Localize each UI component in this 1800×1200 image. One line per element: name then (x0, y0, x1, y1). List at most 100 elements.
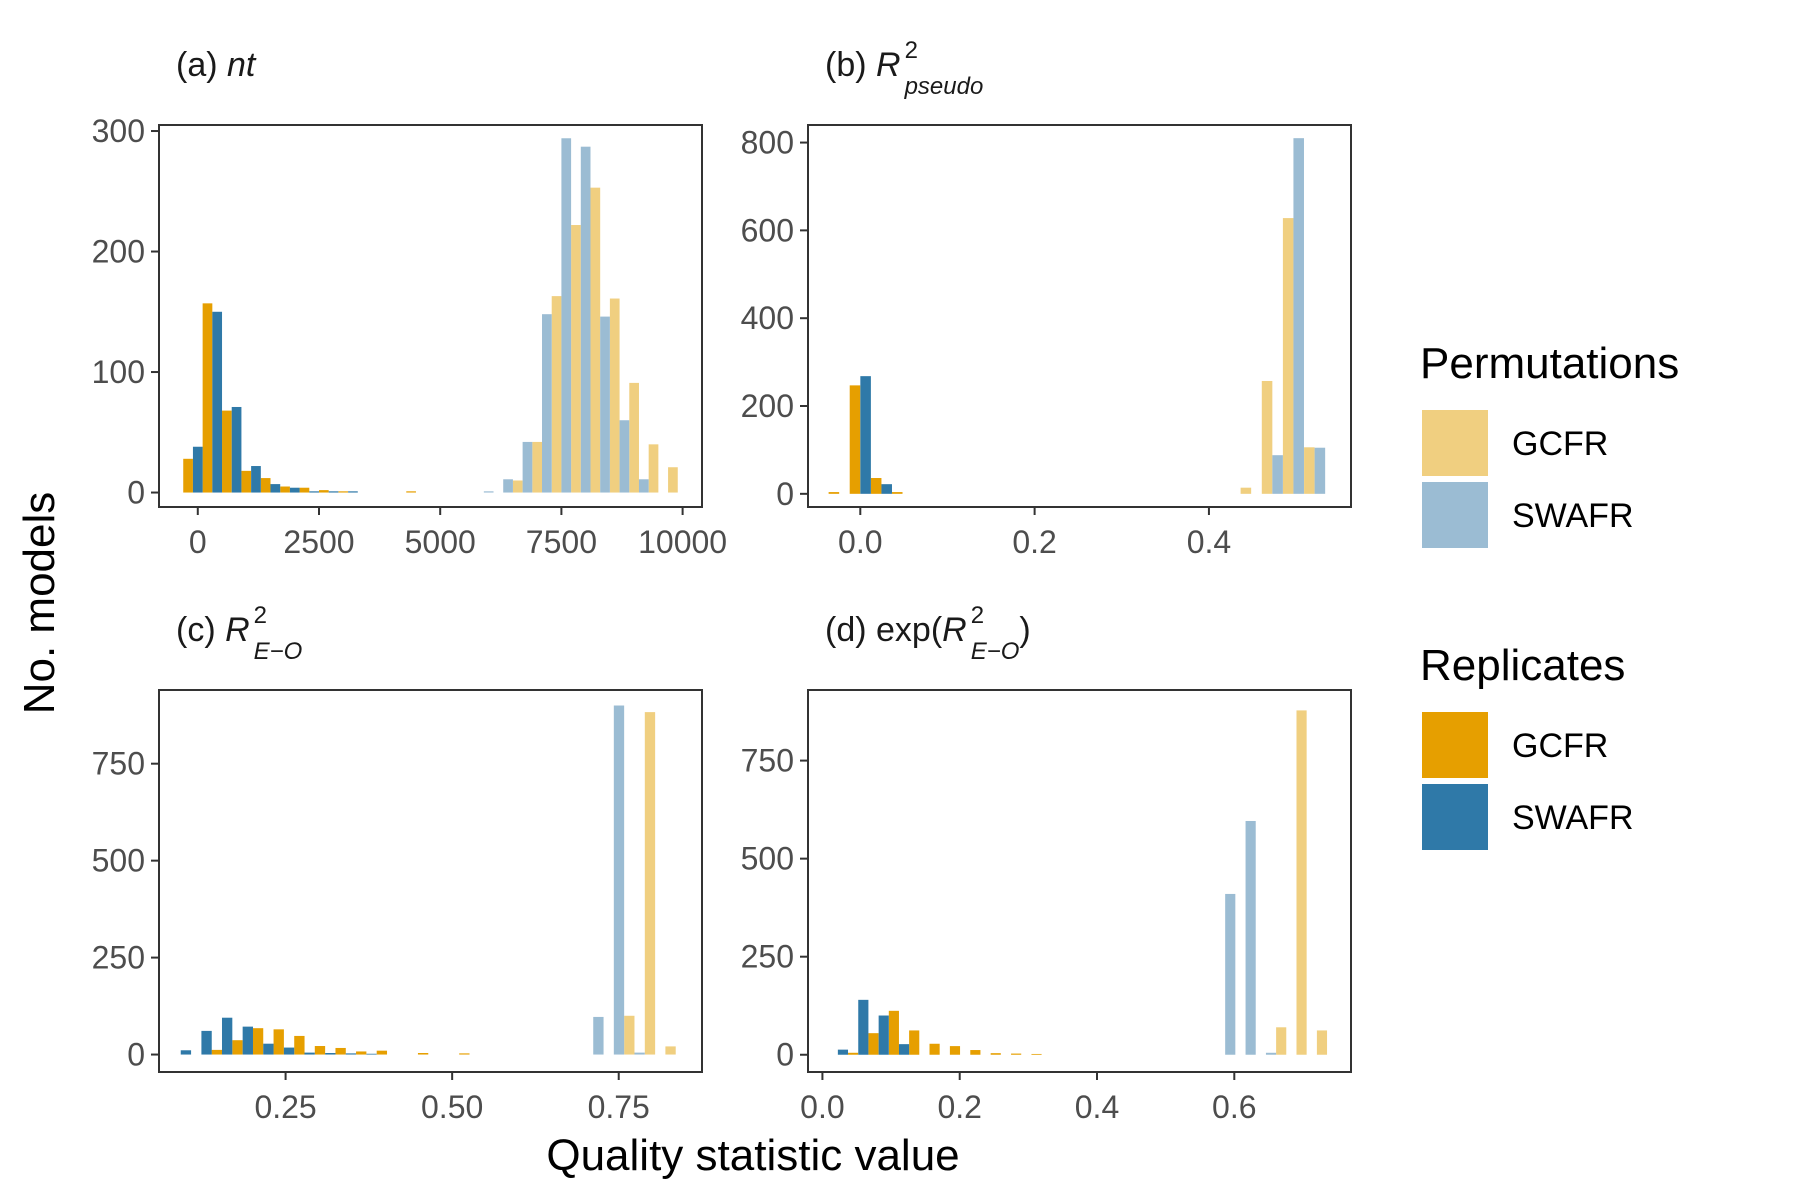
y-tick-label: 400 (741, 300, 794, 336)
bar-permutations-swafr (1293, 138, 1304, 494)
x-tick-label: 10000 (638, 524, 727, 560)
y-tick-label: 100 (92, 354, 145, 390)
x-tick-label: 0.6 (1212, 1089, 1256, 1125)
bar-replicates-gcfr (183, 458, 193, 493)
y-tick-label: 750 (92, 746, 145, 782)
x-tick-label: 0.50 (421, 1089, 483, 1125)
y-tick-label: 600 (741, 212, 794, 248)
bar-replicates-gcfr (891, 492, 903, 494)
x-tick-label: 0.4 (1075, 1089, 1119, 1125)
x-tick-label: 0.2 (937, 1089, 981, 1125)
bar-permutations-gcfr (665, 1046, 676, 1055)
x-tick-label: 0 (189, 524, 207, 560)
y-tick-label: 250 (92, 940, 145, 976)
bar-replicates-swafr (283, 1047, 295, 1055)
bar-replicates-swafr (251, 466, 261, 493)
bar-replicates-swafr (860, 376, 871, 494)
bar-replicates-gcfr (406, 491, 416, 493)
panel-c: 0 250 500 750 0.25 0.50 0.75 (c) R 2 E−O (92, 602, 703, 1125)
bar-replicates-swafr (345, 1053, 357, 1055)
bar-replicates-swafr (304, 1052, 315, 1055)
x-axis-title: Quality statistic value (546, 1131, 959, 1180)
bar-replicates-gcfr (356, 1051, 367, 1055)
bar-permutations-swafr (593, 1016, 604, 1055)
bar-replicates-gcfr (338, 491, 349, 493)
bar-permutations-swafr (1314, 447, 1326, 494)
legend-permutations: Permutations GCFR SWAFR (1420, 339, 1679, 548)
bar-replicates-gcfr (222, 410, 232, 493)
bar-permutations-swafr (1265, 1052, 1277, 1055)
bar-permutations-swafr (600, 316, 610, 493)
bar-permutations-gcfr (1316, 1030, 1328, 1055)
bar-permutations-swafr (561, 138, 572, 493)
bar-replicates-swafr (837, 1049, 849, 1055)
bar-replicates-gcfr (273, 1029, 284, 1055)
y-tick-label: 200 (741, 388, 794, 424)
bar-permutations-gcfr (629, 382, 639, 493)
bar-replicates-swafr (328, 491, 339, 493)
x-tick-label: 0.0 (800, 1089, 844, 1125)
panel-border (807, 689, 1352, 1073)
legend-permutations-swafr-swatch (1422, 482, 1488, 548)
bar-replicates-gcfr (260, 478, 271, 493)
panel-border (158, 124, 703, 508)
bar-replicates-swafr (263, 1043, 274, 1055)
y-tick-label: 500 (741, 841, 794, 877)
bar-replicates-swafr (242, 1026, 253, 1055)
bar-permutations-swafr (1272, 455, 1283, 494)
panel-a: 0 100 200 300 0 2500 5000 7500 10000 (a) nt (92, 46, 727, 560)
bar-permutations-gcfr (1296, 710, 1307, 1055)
y-tick-label: 200 (92, 234, 145, 270)
legend-permutations-gcfr-swatch (1422, 410, 1488, 476)
bar-replicates-gcfr (828, 492, 840, 494)
panel-title: (c) R 2 E−O (176, 602, 302, 665)
bar-replicates-gcfr (929, 1043, 940, 1055)
bar-permutations-gcfr (648, 444, 659, 493)
panel-title: (a) nt (176, 46, 257, 84)
y-tick-label: 0 (776, 476, 794, 512)
y-tick-label: 0 (776, 1037, 794, 1073)
bar-permutations-gcfr (668, 467, 678, 493)
bar-replicates-gcfr (314, 1046, 326, 1055)
bar-replicates-gcfr (294, 1035, 305, 1055)
legend-permutations-gcfr-label: GCFR (1512, 425, 1608, 463)
y-tick-label: 800 (741, 125, 794, 161)
y-tick-label: 0 (127, 475, 145, 511)
bar-replicates-gcfr (318, 490, 329, 493)
bar-replicates-swafr (212, 311, 223, 493)
bar-replicates-swafr (348, 491, 358, 493)
bar-replicates-gcfr (417, 1053, 429, 1055)
bar-replicates-swafr (221, 1017, 233, 1055)
bar-permutations-swafr (638, 479, 649, 493)
bar-permutations-swafr (613, 705, 625, 1055)
bar-permutations-gcfr (1261, 380, 1273, 494)
bar-permutations-swafr (522, 441, 533, 493)
panel-title: (b) R 2 pseudo (825, 37, 983, 100)
x-tick-label: 0.25 (254, 1089, 316, 1125)
bar-replicates-swafr (289, 487, 300, 493)
bar-permutations-gcfr (609, 298, 620, 493)
bar-replicates-swafr (858, 999, 869, 1055)
bar-permutations-swafr (1225, 893, 1236, 1055)
bar-permutations-gcfr (1304, 447, 1315, 494)
y-tick-label: 0 (127, 1037, 145, 1073)
bar-replicates-gcfr (299, 487, 310, 493)
bar-permutations-gcfr (624, 1015, 635, 1055)
panel-border (807, 124, 1352, 508)
y-tick-label: 250 (741, 939, 794, 975)
bar-replicates-gcfr (990, 1053, 1001, 1055)
legend-permutations-title: Permutations (1420, 339, 1679, 388)
bar-replicates-swafr (366, 1053, 377, 1055)
bar-permutations-swafr (580, 146, 591, 493)
bar-replicates-gcfr (909, 1030, 920, 1055)
bar-replicates-gcfr (888, 1010, 899, 1055)
bar-permutations-gcfr (644, 712, 656, 1055)
bar-permutations-gcfr (590, 187, 601, 493)
bar-permutations-gcfr (1282, 218, 1294, 494)
bar-replicates-gcfr (241, 470, 252, 493)
panel-d: 0 250 500 750 0.0 0.2 0.4 0.6 (d) exp(R 2 E−O) (741, 602, 1352, 1125)
bar-replicates-swafr (898, 1044, 910, 1055)
panel-title: (d) exp(R 2 E−O) (825, 602, 1031, 665)
